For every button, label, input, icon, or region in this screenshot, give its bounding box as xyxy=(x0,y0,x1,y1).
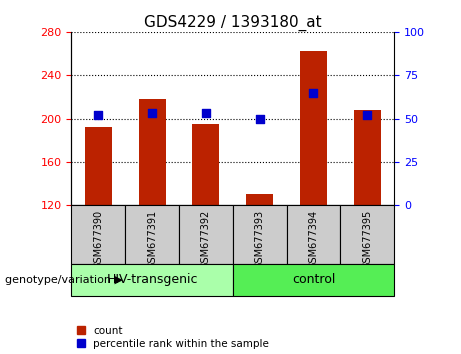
Bar xyxy=(340,205,394,264)
Text: GSM677392: GSM677392 xyxy=(201,210,211,269)
Bar xyxy=(179,205,233,264)
Bar xyxy=(71,264,233,296)
Text: genotype/variation ▶: genotype/variation ▶ xyxy=(5,275,123,285)
Bar xyxy=(125,205,179,264)
Bar xyxy=(246,194,273,205)
Text: GSM677391: GSM677391 xyxy=(147,210,157,269)
Point xyxy=(310,90,317,95)
Bar xyxy=(193,124,219,205)
Bar xyxy=(233,264,394,296)
Bar xyxy=(85,127,112,205)
Text: GSM677394: GSM677394 xyxy=(308,210,319,269)
Point xyxy=(95,112,102,118)
Text: GSM677393: GSM677393 xyxy=(254,210,265,269)
Text: control: control xyxy=(292,273,335,286)
Text: GSM677395: GSM677395 xyxy=(362,210,372,269)
Point xyxy=(364,112,371,118)
Bar xyxy=(354,110,381,205)
Text: HIV-transgenic: HIV-transgenic xyxy=(106,273,198,286)
Bar xyxy=(139,99,165,205)
Title: GDS4229 / 1393180_at: GDS4229 / 1393180_at xyxy=(144,14,322,30)
Legend: count, percentile rank within the sample: count, percentile rank within the sample xyxy=(77,326,269,349)
Bar xyxy=(300,51,327,205)
Bar xyxy=(287,205,340,264)
Point xyxy=(256,116,263,121)
Bar xyxy=(233,205,287,264)
Point xyxy=(202,110,210,116)
Bar xyxy=(71,205,125,264)
Text: GSM677390: GSM677390 xyxy=(93,210,103,269)
Point xyxy=(148,110,156,116)
